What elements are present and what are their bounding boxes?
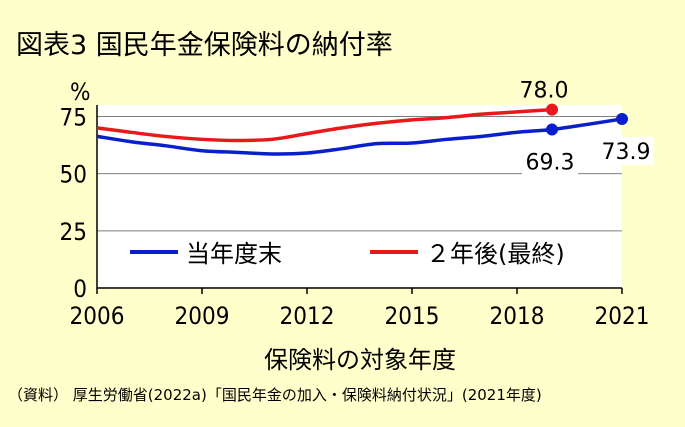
data-point-73.9 <box>616 112 628 125</box>
y-tick-label-25: 25 <box>60 218 87 246</box>
y-tick-label-75: 75 <box>60 103 87 131</box>
x-tick-label-2015: 2015 <box>385 302 440 330</box>
x-axis-title: 保険料の対象年度 <box>264 346 456 374</box>
data-label-bg-73.9 <box>598 136 654 165</box>
y-tick-label-50: 50 <box>60 161 87 189</box>
data-label-69.3: 69.3 <box>526 150 575 175</box>
data-label-73.9: 73.9 <box>602 140 651 165</box>
x-tick-label-2006: 2006 <box>70 302 125 330</box>
series-line-1 <box>96 107 553 143</box>
legend-label-0: 当年度末 <box>186 240 282 268</box>
series-line-0 <box>96 117 623 156</box>
data-label-78.0: 78.0 <box>520 79 569 104</box>
x-tick-label-2018: 2018 <box>490 302 545 330</box>
plot-area <box>97 105 622 288</box>
data-label-bg-69.3 <box>522 147 578 176</box>
chart-title: 図表3 国民年金保険料の納付率 <box>16 30 393 61</box>
y-tick-label-0: 0 <box>73 275 87 303</box>
source-note: （資料） 厚生労働省(2022a)「国民年金の加入・保険料納付状況」(2021年… <box>8 386 542 404</box>
y-axis-unit-label: % <box>70 78 91 106</box>
x-tick-label-2012: 2012 <box>280 302 335 330</box>
x-tick-label-2021: 2021 <box>595 302 650 330</box>
x-tick-label-2009: 2009 <box>175 302 230 330</box>
legend-label-1: ２年後(最終) <box>426 240 565 268</box>
data-point-78.0 <box>546 103 558 116</box>
data-point-69.3 <box>546 123 558 136</box>
